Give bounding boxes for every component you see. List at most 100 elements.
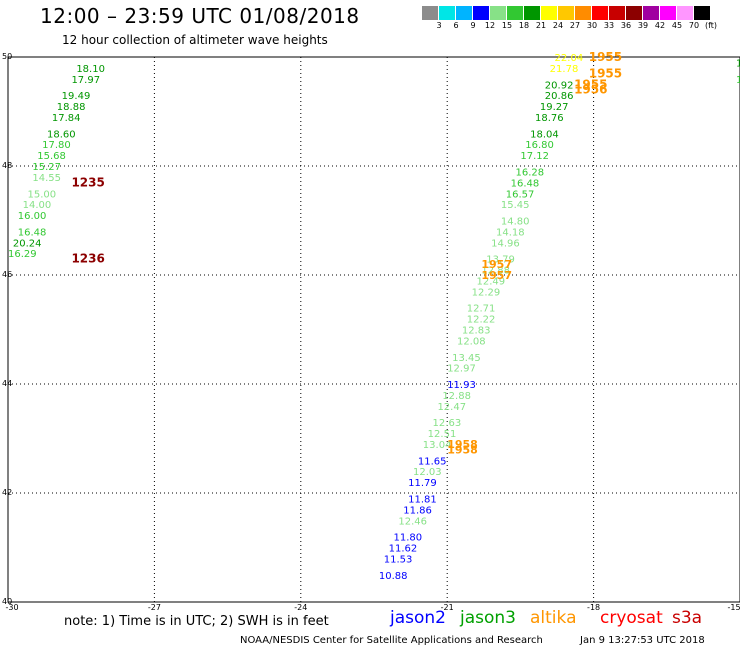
mission-label: jason2 xyxy=(390,608,446,628)
wave-height-value: 18.04 xyxy=(530,129,559,140)
map-subtitle: 12 hour collection of altimeter wave hei… xyxy=(62,33,328,47)
wave-height-value: 16.80 xyxy=(525,140,554,151)
scale-swatch xyxy=(541,6,558,20)
edge-track-values: 1716 xyxy=(736,58,740,85)
latitude-tick: 42 xyxy=(2,488,13,497)
wave-height-value: 14.96 xyxy=(491,238,520,249)
wave-height-value: 13.04 xyxy=(423,440,452,451)
wave-height-value: 12.22 xyxy=(467,315,496,326)
pass-time-label: 1958 xyxy=(447,438,478,451)
latitude-tick: 46 xyxy=(2,270,13,279)
scale-label: 42 xyxy=(654,21,666,30)
wave-height-value: 15.27 xyxy=(32,162,61,173)
wave-height-value: 12.46 xyxy=(398,516,427,527)
pass-time-label: 1957 xyxy=(481,258,512,271)
wave-height-value: 16.29 xyxy=(8,249,37,260)
scale-swatch xyxy=(473,6,490,20)
scale-label: 36 xyxy=(620,21,632,30)
scale-label: 3 xyxy=(436,21,442,30)
latitude-tick: 48 xyxy=(2,161,13,170)
scale-label: 21 xyxy=(535,21,547,30)
wave-height-value: 16.48 xyxy=(511,178,540,189)
wave-height-value: 12.51 xyxy=(428,429,457,440)
scale-label: 15 xyxy=(501,21,513,30)
scale-swatch xyxy=(507,6,524,20)
wave-height-value: 11.86 xyxy=(403,505,432,516)
wave-height-value: 20.86 xyxy=(545,91,574,102)
wave-height-value: 19.27 xyxy=(540,102,569,113)
units-note: note: 1) Time is in UTC; 2) SWH is in fe… xyxy=(64,614,329,629)
wave-height-value: 12.03 xyxy=(413,467,442,478)
latitude-tick: 40 xyxy=(2,597,13,606)
scale-swatch xyxy=(490,6,507,20)
wave-height-value: 12.97 xyxy=(447,364,476,375)
pass-time-label: 1235 xyxy=(71,175,104,189)
scale-swatch xyxy=(626,6,643,20)
wave-height-value: 11.81 xyxy=(408,494,437,505)
scale-label: 6 xyxy=(453,21,459,30)
wave-height-value: 11.65 xyxy=(418,456,447,467)
scale-label: 39 xyxy=(637,21,649,30)
longitude-tick: -24 xyxy=(294,603,308,612)
scale-swatch xyxy=(456,6,473,20)
wave-height-value: 13.79 xyxy=(486,255,515,266)
wave-height-value: 11.53 xyxy=(384,554,413,565)
scale-swatch xyxy=(558,6,575,20)
mission-label: s3a xyxy=(672,608,703,628)
wave-height-value: 16.28 xyxy=(516,167,545,178)
longitude-tick: -27 xyxy=(147,603,161,612)
longitude-tick: -18 xyxy=(587,603,601,612)
scale-label: 33 xyxy=(603,21,615,30)
wave-height-value: 14.80 xyxy=(501,217,530,228)
wave-height-value: 15.45 xyxy=(501,200,530,211)
wave-height-value: 12.71 xyxy=(467,304,496,315)
wave-height-value: 18.88 xyxy=(57,102,86,113)
scale-swatch xyxy=(677,6,694,20)
scale-swatch xyxy=(524,6,541,20)
wave-height-value: 16.57 xyxy=(506,189,535,200)
longitude-tick: -15 xyxy=(727,603,740,612)
wave-height-value: 16.00 xyxy=(18,211,47,222)
scale-label: 9 xyxy=(470,21,476,30)
mission-label: jason3 xyxy=(460,608,516,628)
scale-swatch xyxy=(660,6,677,20)
wave-height-value: 16.48 xyxy=(18,227,47,238)
wave-height-value: 12.88 xyxy=(442,391,471,402)
wave-height-value: 11.62 xyxy=(389,544,418,555)
latitude-tick: 44 xyxy=(2,379,13,388)
grid-lines xyxy=(8,57,740,602)
wave-height-value: 12.08 xyxy=(457,336,486,347)
wave-height-value: 10.88 xyxy=(379,571,408,582)
wave-height-value: 11.93 xyxy=(447,380,476,391)
pass-time-label: 1236 xyxy=(71,252,104,266)
wave-height-value: 20.24 xyxy=(13,238,42,249)
wave-height-value: 16 xyxy=(736,75,740,86)
scale-swatch xyxy=(609,6,626,20)
wave-height-value: 15.00 xyxy=(28,189,57,200)
pass-time-label: 1957 xyxy=(481,269,512,282)
scale-label: 18 xyxy=(518,21,530,30)
wave-height-value: 17 xyxy=(736,58,740,69)
scale-swatch xyxy=(694,6,711,20)
wave-height-value: 17.12 xyxy=(520,151,549,162)
color-scale-legend xyxy=(422,6,711,20)
pass-time-label: 1958 xyxy=(447,443,478,456)
wave-height-value: 17.80 xyxy=(42,140,71,151)
pass-time-label: 1955 xyxy=(589,50,622,64)
scale-swatch xyxy=(592,6,609,20)
longitude-tick: -30 xyxy=(5,603,19,612)
wave-height-value: 12.29 xyxy=(472,287,501,298)
wave-height-value: 11.80 xyxy=(394,533,423,544)
mission-label: altika xyxy=(530,608,577,628)
wave-height-value: 18.10 xyxy=(76,64,105,75)
wave-height-value: 12.83 xyxy=(462,326,491,337)
scale-swatch xyxy=(439,6,456,20)
wave-height-value: 12.47 xyxy=(437,402,466,413)
scale-label: 12 xyxy=(484,21,496,30)
wave-height-value: 19.49 xyxy=(62,91,91,102)
